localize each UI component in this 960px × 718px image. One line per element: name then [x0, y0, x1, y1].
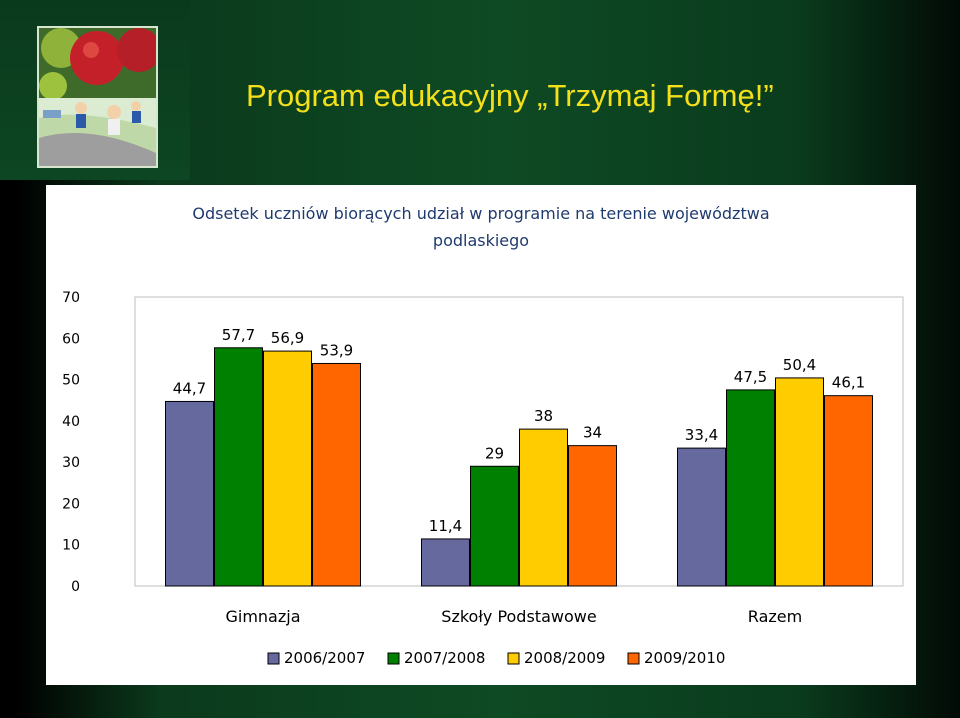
category-label: Razem	[748, 607, 802, 626]
value-label: 11,4	[429, 517, 462, 535]
value-label: 53,9	[320, 341, 353, 359]
y-tick-label: 40	[62, 414, 80, 430]
legend-label: 2007/2008	[404, 649, 485, 667]
chart-title-line-2: podlaskiego	[433, 231, 529, 250]
value-label: 44,7	[173, 379, 206, 397]
legend-swatch	[507, 652, 520, 665]
legend-label: 2008/2009	[524, 649, 605, 667]
legend-label: 2009/2010	[644, 649, 725, 667]
y-tick-label: 0	[71, 579, 80, 595]
legend-swatch	[387, 652, 400, 665]
value-label: 56,9	[271, 329, 304, 347]
y-tick-label: 10	[62, 538, 80, 554]
chart-title-line-1: Odsetek uczniów biorących udział w progr…	[192, 204, 769, 223]
value-label: 38	[534, 407, 553, 425]
bar-chart: Odsetek uczniów biorących udział w progr…	[62, 204, 904, 667]
bar-2006-2007-2	[677, 447, 726, 587]
bar-2007-2008-2	[726, 389, 775, 587]
value-label: 50,4	[783, 356, 816, 374]
bar-2008-2009-1	[519, 428, 568, 587]
chart-panel: Odsetek uczniów biorących udział w progr…	[46, 185, 916, 685]
bar-2007-2008-0	[214, 347, 263, 587]
value-label: 33,4	[685, 426, 718, 444]
bar-2006-2007-1	[421, 538, 470, 587]
y-tick-label: 60	[62, 331, 80, 347]
value-label: 57,7	[222, 326, 255, 344]
legend-label: 2006/2007	[284, 649, 365, 667]
value-label: 29	[485, 444, 504, 462]
bar-2009-2010-1	[568, 445, 617, 587]
bar-2008-2009-0	[263, 350, 312, 587]
bar-2006-2007-0	[165, 400, 214, 587]
bar-2007-2008-1	[470, 465, 519, 587]
value-label: 47,5	[734, 368, 767, 386]
y-tick-label: 50	[62, 373, 80, 389]
bar-2009-2010-2	[824, 395, 873, 587]
bar-2008-2009-2	[775, 377, 824, 587]
legend-swatch	[627, 652, 640, 665]
bar-2009-2010-0	[312, 362, 361, 587]
slide-title: Program edukacyjny „Trzymaj Formę!”	[246, 78, 774, 113]
category-label: Szkoły Podstawowe	[441, 607, 596, 626]
apples-children-picture	[37, 26, 158, 168]
y-tick-label: 30	[62, 455, 80, 471]
value-label: 46,1	[832, 374, 865, 392]
y-tick-label: 20	[62, 496, 80, 512]
y-tick-label: 70	[62, 290, 80, 306]
value-label: 34	[583, 424, 602, 442]
legend-swatch	[267, 652, 280, 665]
category-label: Gimnazja	[225, 607, 300, 626]
